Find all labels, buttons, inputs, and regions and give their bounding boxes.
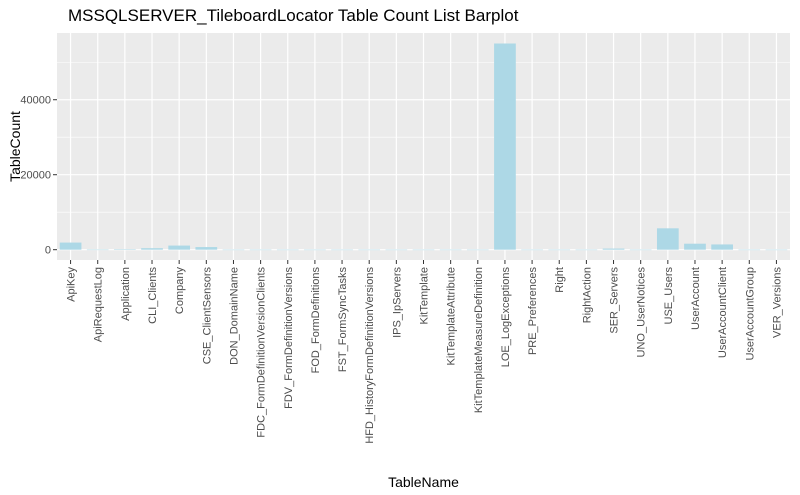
x-tick-label: UserAccount	[690, 267, 702, 330]
grid-lines	[57, 33, 790, 260]
x-tick-label: ApiRequestLog	[93, 267, 105, 342]
x-tick-label: UserAccountGroup	[744, 267, 756, 361]
bar	[168, 245, 191, 250]
x-tick-label: SER_Servers	[609, 267, 621, 334]
x-tick-label: HFD_HistoryFormDefinitionVersions	[364, 267, 376, 444]
bar	[439, 249, 462, 251]
bar	[195, 247, 218, 250]
x-tick-label: DON_DomainName	[228, 267, 240, 365]
bar	[765, 249, 788, 251]
x-tick-label: FDV_FormDefinitionVersions	[283, 267, 295, 409]
bar	[602, 248, 625, 250]
bar	[141, 248, 163, 250]
bar	[222, 249, 245, 251]
bar	[114, 249, 136, 250]
chart-title: MSSQLSERVER_TileboardLocator Table Count…	[68, 6, 519, 25]
x-tick-label: Company	[174, 267, 186, 315]
bar	[249, 249, 272, 251]
bar	[276, 249, 299, 251]
x-tick-label: FOD_FormDefinitions	[310, 267, 322, 374]
bar	[684, 243, 706, 250]
x-tick-label: FST_FormSyncTasks	[337, 267, 349, 373]
x-tick-label: FDC_FormDefinitionVersionClients	[256, 267, 268, 438]
bar	[412, 249, 435, 251]
x-tick-label: ApiKey	[66, 267, 78, 302]
x-tick-label: KitTemplateAttribute	[446, 267, 458, 365]
y-axis-title: TableCount	[7, 111, 23, 182]
bar	[494, 43, 516, 250]
x-tick-label: KitTemplate	[419, 267, 431, 324]
x-tick-label: UNO_UserNotices	[636, 267, 648, 358]
bars	[59, 43, 788, 251]
y-tick-label: 40000	[20, 95, 51, 107]
bar	[86, 249, 109, 251]
x-tick-label: USE_Users	[663, 267, 675, 325]
bar	[59, 242, 82, 250]
bar	[629, 249, 652, 251]
x-tick-label: RightAction	[581, 267, 593, 323]
bar	[548, 249, 571, 251]
bar	[656, 228, 679, 250]
y-tick-label: 0	[45, 245, 51, 257]
bar	[385, 249, 408, 251]
x-axis-ticks: ApiKey ApiRequestLog Application CLI_Client…	[66, 260, 783, 444]
x-axis-title: TableName	[388, 474, 459, 490]
x-tick-label: UserAccountClient	[717, 267, 729, 358]
bar	[738, 249, 761, 251]
bar	[711, 244, 733, 250]
bar	[331, 249, 353, 251]
y-axis-ticks: 0 20000 40000	[20, 95, 57, 257]
x-tick-label: CLI_Clients	[147, 267, 159, 324]
x-tick-label: KitTemplateMeasureDefinition	[473, 267, 485, 413]
bar	[358, 249, 381, 251]
x-tick-label: Application	[120, 267, 132, 321]
x-tick-label: PRE_Preferences	[527, 267, 539, 356]
bar	[466, 249, 489, 251]
x-tick-label: LOE_LogExceptions	[500, 267, 512, 368]
bar	[521, 249, 543, 251]
bar	[304, 249, 326, 251]
x-tick-label: IPS_IpServers	[391, 267, 403, 338]
x-tick-label: CSE_ClientSensors	[201, 267, 213, 365]
y-tick-label: 20000	[20, 170, 51, 182]
x-tick-label: VER_Versions	[771, 267, 783, 338]
bar	[575, 249, 598, 251]
x-tick-label: Right	[554, 267, 566, 293]
